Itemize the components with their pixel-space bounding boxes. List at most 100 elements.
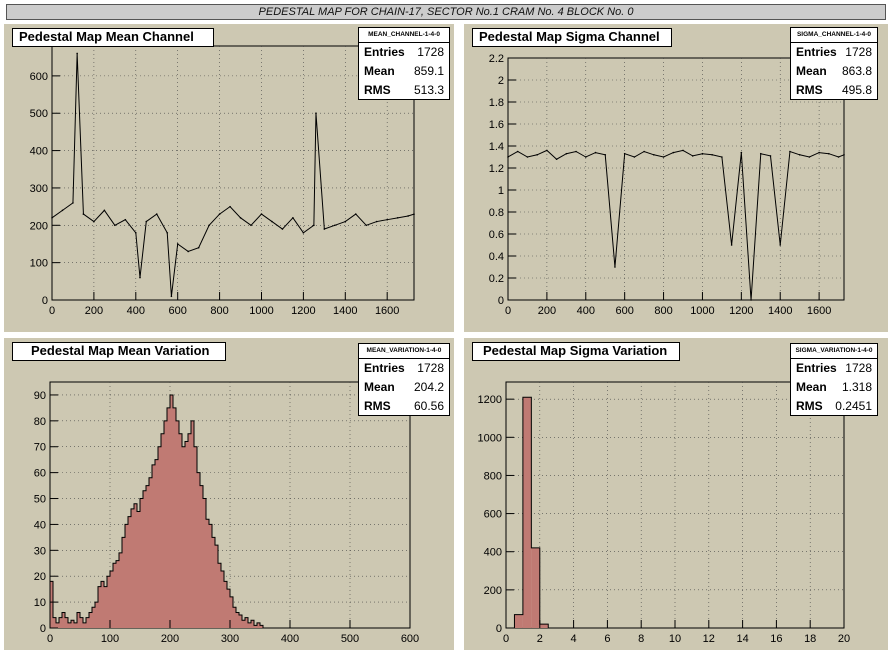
- histogram-bar: [531, 547, 540, 628]
- histogram-bar: [236, 612, 239, 628]
- data-point: [218, 213, 221, 215]
- x-tick-label: 600: [615, 305, 633, 317]
- data-point: [759, 152, 762, 155]
- data-point: [584, 156, 587, 158]
- stats-box: SIGMA_CHANNEL-1-4-0 Entries 1728 Mean 863.…: [790, 27, 878, 100]
- histogram-bar: [134, 503, 137, 628]
- stats-entries: Entries 1728: [796, 361, 872, 375]
- data-point: [197, 246, 200, 249]
- data-point: [315, 112, 317, 115]
- histogram-bar: [230, 596, 233, 628]
- histogram-bar: [155, 459, 158, 628]
- y-tick-label: 1.4: [489, 141, 504, 153]
- mean-channel-plot: 0 200 400 600 800 1000 1200 1400 1600 0 100 200 300 4…: [30, 45, 415, 317]
- histogram-bar: [92, 607, 95, 628]
- data-point: [594, 151, 597, 154]
- x-tick-label: 400: [281, 633, 299, 645]
- y-tick-label: 10: [34, 597, 46, 609]
- histogram-bar: [59, 617, 62, 628]
- data-point: [187, 250, 189, 253]
- y-tick-label: 50: [34, 494, 46, 506]
- histogram-bar: [200, 485, 203, 628]
- y-tick-label: 1.8: [489, 97, 504, 109]
- y-tick-label: 70: [34, 442, 46, 454]
- y-tick-label: 40: [34, 519, 46, 531]
- histogram-bar: [53, 617, 56, 628]
- histogram-bar: [248, 622, 251, 628]
- data-point: [103, 209, 106, 212]
- y-tick-label: 1: [498, 185, 504, 197]
- data-point: [114, 224, 116, 227]
- histogram-bar: [251, 620, 254, 628]
- x-tick-label: 0: [505, 305, 511, 317]
- x-tick-label: 1000: [690, 305, 714, 317]
- x-tick-label: 1000: [249, 305, 273, 317]
- x-tick-label: 600: [169, 305, 187, 317]
- data-point: [555, 158, 558, 160]
- histogram-bar: [62, 612, 65, 628]
- data-point: [176, 243, 179, 245]
- x-tick-label: 6: [604, 633, 610, 645]
- histogram-bar: [125, 524, 128, 628]
- histogram-bar: [188, 433, 191, 628]
- data-point: [779, 244, 782, 246]
- histogram-bar: [113, 563, 116, 628]
- data-point: [828, 152, 830, 155]
- data-point: [134, 231, 137, 234]
- histogram-bar: [164, 420, 167, 628]
- histogram-bar: [140, 498, 143, 628]
- data-point: [260, 213, 263, 215]
- histogram-bar: [218, 563, 221, 628]
- data-point: [72, 202, 74, 204]
- x-tick-label: 200: [538, 305, 556, 317]
- data-point: [798, 154, 801, 156]
- x-tick-label: 200: [161, 633, 179, 645]
- x-tick-label: 0: [47, 633, 53, 645]
- data-point: [711, 154, 713, 156]
- stats-entries: Entries 1728: [364, 361, 444, 375]
- histogram-bar: [212, 537, 215, 628]
- y-tick-label: 0.8: [489, 207, 504, 219]
- data-point: [507, 156, 509, 158]
- stats-mean: Mean 863.8: [796, 64, 872, 78]
- x-tick-label: 400: [577, 305, 595, 317]
- data-point: [808, 156, 811, 158]
- data-point: [740, 151, 743, 154]
- data-point: [565, 152, 568, 155]
- data-point: [51, 217, 53, 219]
- x-tick-label: 20: [838, 633, 850, 645]
- histogram-bar: [95, 602, 98, 628]
- stats-name: SIGMA_VARIATION-1-4-0: [791, 344, 877, 359]
- histogram-bar: [149, 477, 152, 628]
- stats-entries: Entries 1728: [364, 45, 444, 59]
- y-tick-label: 1.2: [489, 163, 504, 175]
- histogram-bar: [233, 607, 236, 628]
- stats-mean: Mean 204.2: [364, 380, 444, 394]
- data-point: [155, 213, 158, 215]
- chart-pad-sigma-variation: 0 2 4 6 8 10 12 14 16 18 20 0 200 400 600 800 1000 1200 P…: [464, 338, 888, 650]
- histogram-bar: [206, 519, 209, 628]
- stats-name: SIGMA_CHANNEL-1-4-0: [791, 28, 877, 43]
- data-point: [672, 151, 675, 154]
- y-tick-label: 400: [30, 146, 48, 158]
- chart-title: Pedestal Map Sigma Channel: [472, 28, 672, 47]
- data-point: [334, 224, 336, 227]
- histogram-bar: [245, 617, 248, 628]
- data-point: [250, 224, 252, 227]
- data-point: [145, 220, 148, 223]
- data-point: [653, 154, 655, 156]
- histogram-bar: [167, 407, 170, 628]
- data-point: [344, 220, 347, 223]
- stats-box: MEAN_VARIATION-1-4-0 Entries 1728 Mean 204…: [358, 343, 450, 416]
- histogram-bar: [221, 571, 224, 628]
- x-tick-label: 100: [101, 633, 119, 645]
- histogram-bar: [227, 589, 230, 628]
- stats-mean: Mean 1.318: [796, 380, 872, 394]
- histogram-bar: [68, 622, 71, 628]
- stats-rms: RMS 495.8: [796, 83, 872, 97]
- data-point: [76, 52, 78, 55]
- data-point: [843, 154, 845, 156]
- histogram-bar: [514, 614, 523, 628]
- x-tick-label: 2: [537, 633, 543, 645]
- histogram-bar: [173, 407, 176, 628]
